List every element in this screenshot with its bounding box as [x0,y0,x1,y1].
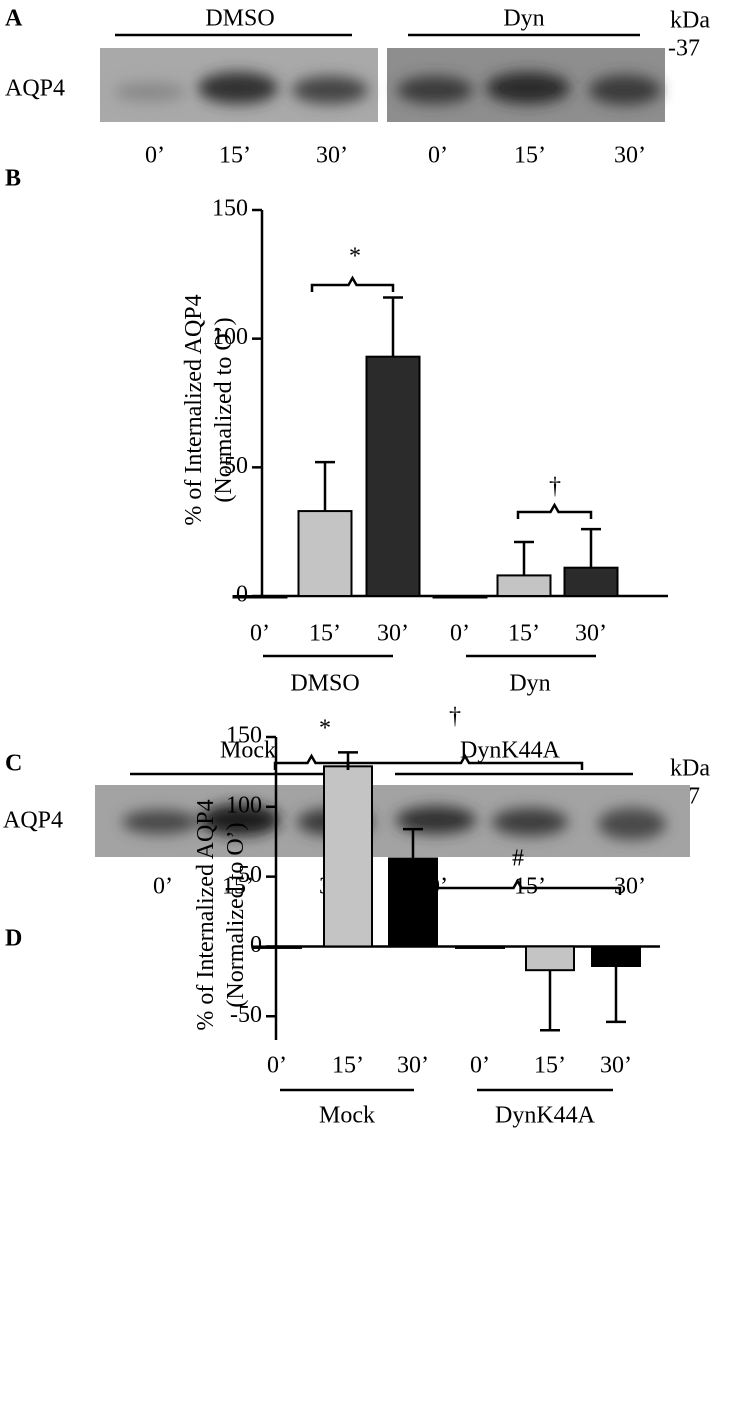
x-tick-label: 15’ [309,621,341,647]
bar [525,945,575,972]
protein-label: AQP4 [5,76,65,102]
group-label: DMSO [290,671,359,697]
y-tick-label: 100 [226,792,262,818]
x-tick-label: 15’ [332,1053,364,1079]
y-axis-label: % of Internalized AQP4 (Normalized to O’) [193,799,249,1030]
annotation: # [512,846,524,872]
bar-chart: D % of Internalized AQP4 (Normalized to O’… [5,704,660,1129]
bar [455,945,505,949]
charts: B% of Internalized AQP4 (Normalized to O’… [5,166,668,1129]
lane-label: 0’ [428,143,448,169]
error-bar [581,527,601,568]
error-bar [383,296,403,357]
panel-label: C [5,751,22,777]
lane-label: 15’ [514,143,546,169]
y-tick-label: 100 [212,324,248,350]
panel-label: D [5,926,22,952]
lane-label: 30’ [614,874,646,900]
lane-label: 30’ [614,143,646,169]
y-tick-label: 150 [226,723,262,749]
annotation: * [349,244,361,270]
significance-bracket [346,753,584,770]
blot-c: C Mock DynK44A kDa -37 AQP4 [3,738,710,857]
x-tick-label: 0’ [267,1053,287,1079]
error-bar [540,970,560,1032]
y-axis-label-line: % of Internalized AQP4 [193,799,219,1030]
y-tick-label: 50 [238,862,262,888]
y-tick-label: 0 [250,932,262,958]
unit-label: kDa [670,8,710,34]
x-tick-label: 15’ [534,1053,566,1079]
bar [496,574,552,597]
bar [388,857,438,948]
group-label: DynK44A [460,738,561,764]
panel-label: B [5,166,21,192]
lane-label: 0’ [145,143,165,169]
y-axis-label-line: (Normalized to O’) [211,317,237,502]
y-axis-label-line: (Normalized to O’) [223,822,249,1007]
group-label: Mock [319,1103,375,1129]
group-label: Dyn [509,671,550,697]
x-tick-label: 30’ [397,1053,429,1079]
x-tick-label: 30’ [377,621,409,647]
bar [563,566,619,598]
lane-label: 15’ [222,874,254,900]
bar [252,945,302,949]
x-tick-label: 0’ [450,621,470,647]
y-tick-label: 150 [212,196,248,222]
annotation: † [449,704,461,730]
bar [232,595,288,599]
y-axis-label: % of Internalized AQP4 (Normalized to O’) [181,294,237,525]
bands [114,72,661,105]
group-label: DMSO [205,6,274,32]
y-tick-label: 0 [236,582,248,608]
bar [365,355,421,597]
lane-label: 15’ [219,143,251,169]
lane-label: 0’ [153,874,173,900]
bar-chart: B % of Internalized AQP4 (Normalized to O’… [5,166,668,697]
y-axis-label-line: % of Internalized AQP4 [181,294,207,525]
error-bar [403,827,423,859]
significance-bracket [310,275,395,292]
protein-label: AQP4 [3,808,63,834]
panel-label: A [5,6,23,32]
x-tick-label: 0’ [470,1053,490,1079]
x-tick-label: 0’ [250,621,270,647]
error-bar [514,540,534,576]
blot-a: A DMSO Dyn kDa -37 AQP4 [5,6,710,122]
bar [323,765,373,948]
annotation: * [319,716,331,742]
marker-label: -37 [668,36,700,62]
error-bar [606,965,626,1024]
lane-label: 15’ [514,874,546,900]
lane-label: 30’ [316,143,348,169]
unit-label: kDa [670,756,710,782]
significance-bracket [516,502,593,519]
x-tick-label: 15’ [508,621,540,647]
bar [432,595,488,599]
group-label: DynK44A [495,1103,596,1129]
x-tick-label: 30’ [575,621,607,647]
group-label: Mock [220,738,276,764]
bar [591,945,641,967]
bar [297,510,353,597]
y-tick-label: 50 [224,453,248,479]
group-label: Dyn [503,6,544,32]
annotation: † [549,474,561,500]
y-tick-label: -50 [230,1002,262,1028]
error-bar [315,460,335,512]
significance-bracket [413,878,622,895]
x-tick-label: 30’ [600,1053,632,1079]
